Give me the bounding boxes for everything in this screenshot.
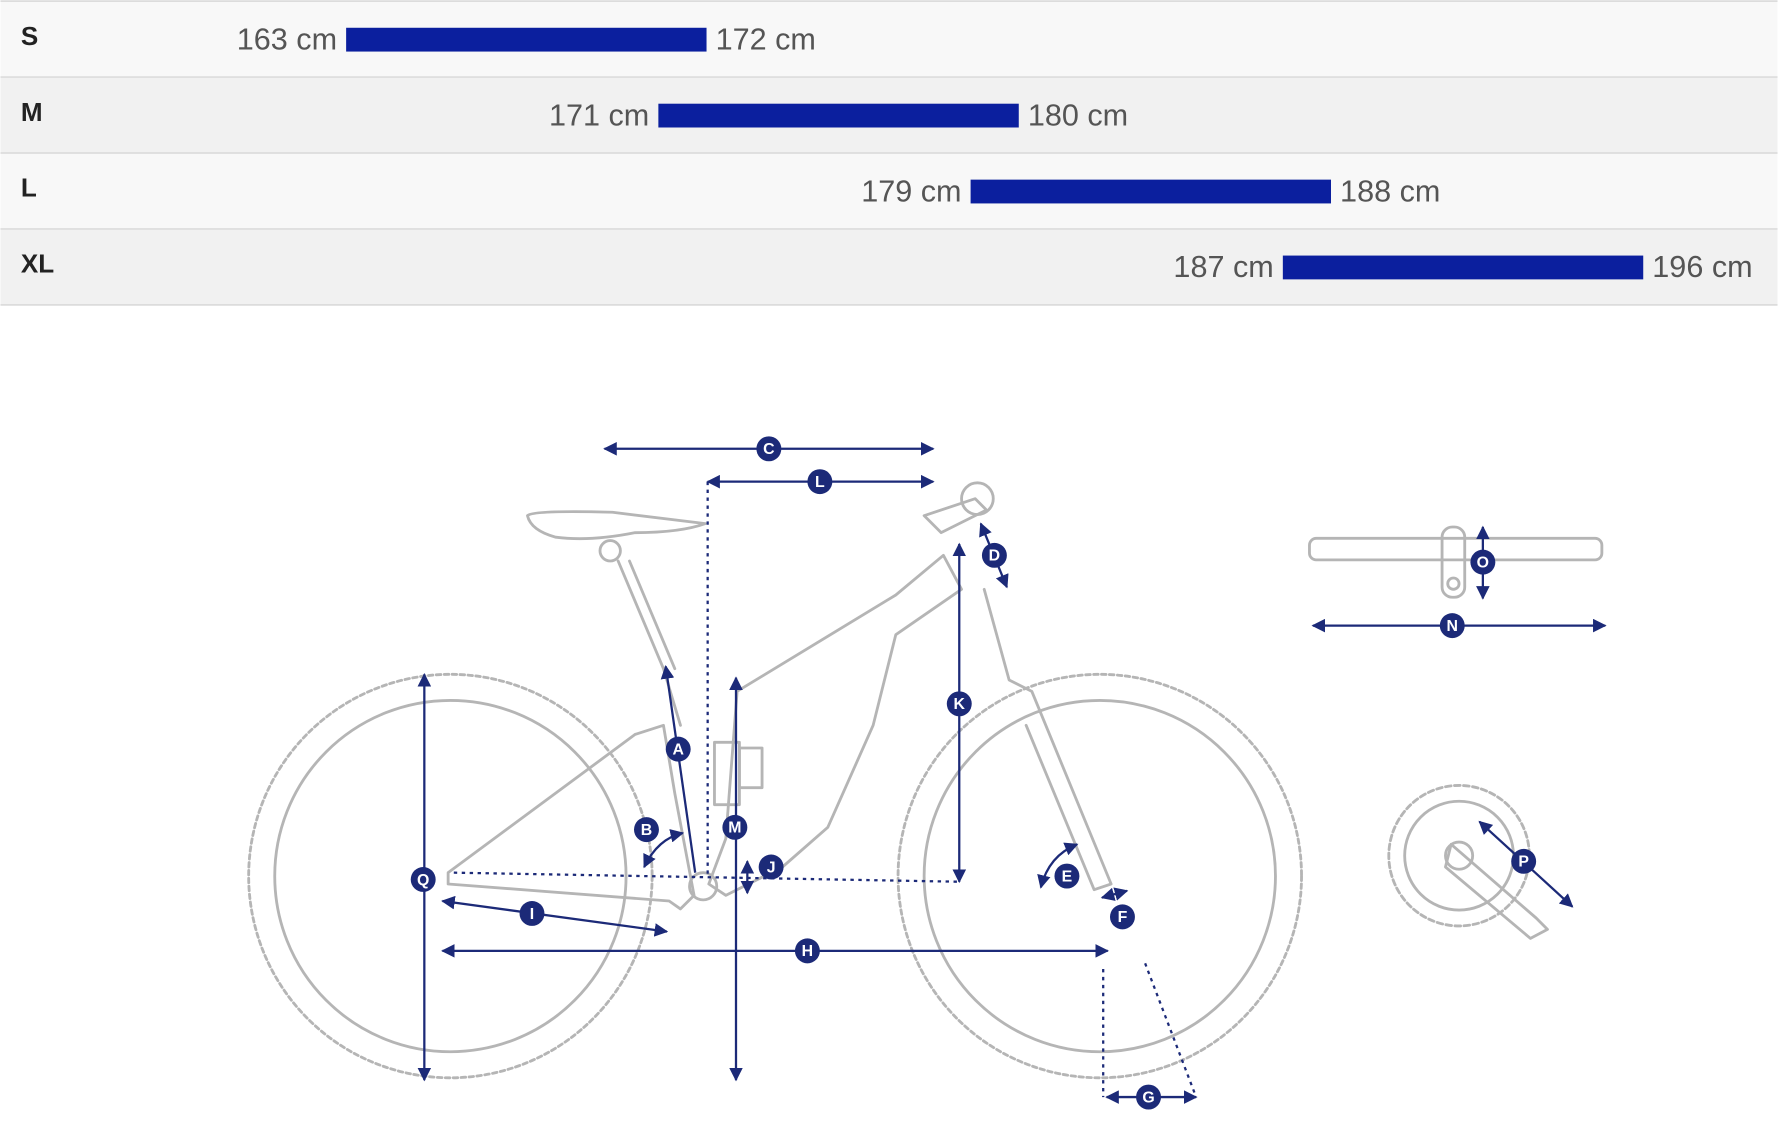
- size-label: L: [21, 173, 37, 203]
- table-row: [0, 1, 1778, 78]
- range-min: 187 cm: [1173, 250, 1273, 284]
- size-label: XL: [21, 249, 54, 279]
- dimension-label: G: [1142, 1089, 1154, 1106]
- front-rim: [922, 698, 1277, 1054]
- range-max: 188 cm: [1340, 174, 1440, 208]
- label-badge: [665, 736, 691, 762]
- guide-line: [453, 871, 960, 883]
- label-badge: [722, 814, 748, 840]
- dimension-label: J: [767, 859, 776, 876]
- label-badge: [981, 542, 1007, 568]
- dimension-label: K: [954, 696, 966, 713]
- range-bar: [658, 103, 1019, 128]
- front-tire: [896, 672, 1303, 1080]
- range-min: 179 cm: [861, 174, 961, 208]
- label-badge: [410, 867, 436, 892]
- rear-triangle: [446, 723, 696, 911]
- dimension-label: L: [815, 474, 825, 491]
- range-max: 172 cm: [716, 22, 816, 56]
- label-badge: [1470, 549, 1496, 575]
- rear-rim: [273, 698, 628, 1054]
- label-badge: [634, 817, 659, 843]
- label-badge: [1054, 863, 1080, 889]
- dimension-label: C: [763, 441, 775, 458]
- seat-post: [628, 559, 677, 671]
- label-badge: [756, 436, 782, 462]
- handlebar: [1308, 536, 1604, 562]
- dimension-label: B: [641, 822, 652, 839]
- range-bar: [1282, 255, 1644, 280]
- label-badge: [794, 938, 820, 964]
- guide-line: [1144, 962, 1198, 1098]
- dimension-arc: [1037, 842, 1079, 889]
- label-badge: [946, 691, 972, 717]
- chainring-inner: [1403, 799, 1515, 912]
- seat-clamp: [598, 539, 622, 563]
- front-triangle: [707, 553, 963, 897]
- shock-reservoir: [737, 746, 764, 790]
- range-max: 196 cm: [1652, 250, 1752, 284]
- fork: [982, 587, 1113, 892]
- crank-spindle: [1444, 840, 1475, 871]
- dimension-label: Q: [417, 872, 429, 889]
- dimension-label: A: [672, 741, 684, 758]
- saddle: [526, 510, 707, 541]
- label-badge: [1511, 848, 1537, 874]
- dimension-line: [1100, 887, 1129, 901]
- dimension-label: M: [728, 820, 741, 837]
- bottom-bracket: [688, 871, 719, 902]
- dimension-label: O: [1477, 554, 1489, 571]
- size-label: M: [21, 97, 43, 127]
- label-badge: [758, 854, 784, 880]
- dimension-line: [441, 895, 669, 937]
- dimension-label: N: [1447, 618, 1458, 635]
- label-badge: [1439, 613, 1465, 639]
- table-row: [0, 153, 1778, 229]
- dimension-label: H: [802, 943, 813, 960]
- range-min: 163 cm: [237, 22, 337, 56]
- dimension-arc: [643, 829, 685, 869]
- label-badge: [519, 901, 545, 926]
- chainring: [1387, 783, 1531, 928]
- range-max: 180 cm: [1028, 98, 1128, 132]
- handlebar-clamp: [960, 481, 995, 516]
- range-bar: [346, 27, 707, 52]
- dimension-label: D: [989, 548, 1000, 565]
- dimension-label: P: [1518, 854, 1529, 871]
- size-label: S: [21, 21, 38, 51]
- dimension-label: E: [1062, 868, 1073, 885]
- bike-drawing: [247, 481, 1604, 1080]
- size-table: S 163 cm 172 cm M 171 cm 180 cm L 179 cm 188 cm X…: [0, 0, 1778, 306]
- label-badge: [807, 469, 833, 495]
- label-badge: [1110, 904, 1135, 930]
- dimension-label: F: [1118, 909, 1128, 926]
- dimension-labels: A B C D E F G H I J K L M N O P Q: [410, 436, 1537, 1110]
- dimension-label: I: [530, 906, 534, 923]
- range-bar: [970, 179, 1331, 204]
- dimension-line: [660, 665, 697, 873]
- label-badge: [1136, 1084, 1161, 1110]
- handlebar-stem: [1440, 525, 1467, 599]
- range-min: 171 cm: [549, 98, 649, 132]
- stem-bolt: [1446, 576, 1461, 591]
